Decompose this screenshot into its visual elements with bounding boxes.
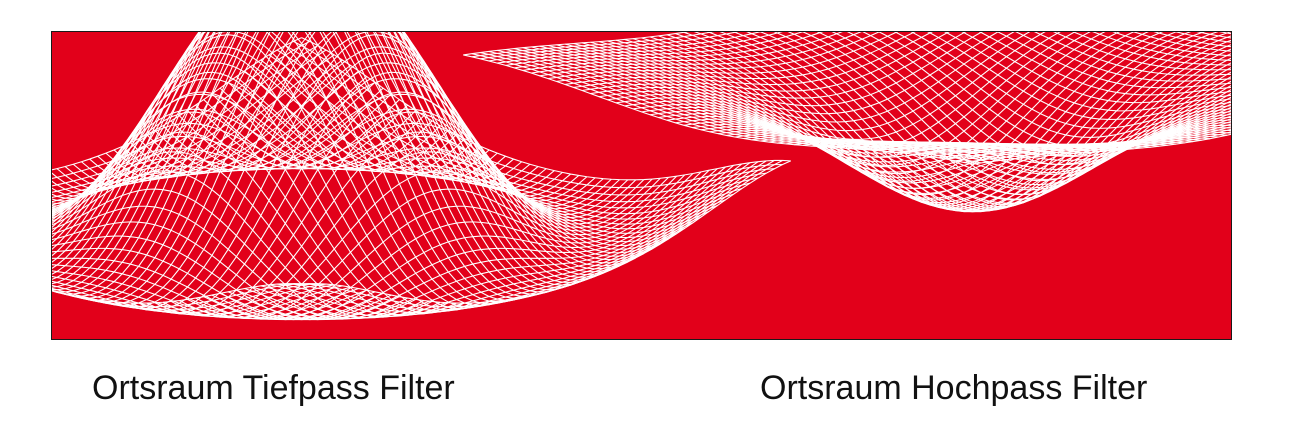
mesh-line <box>293 40 783 189</box>
mesh-line <box>1196 32 1231 39</box>
mesh-line <box>277 160 767 314</box>
mesh-line <box>52 205 408 320</box>
mesh-line <box>52 283 302 304</box>
mesh-line <box>488 50 999 162</box>
mesh-line <box>894 32 1231 138</box>
mesh-line <box>301 37 791 181</box>
mesh-line <box>846 32 1231 165</box>
mesh-line <box>276 49 767 203</box>
mesh-line <box>52 170 425 319</box>
mesh-line <box>89 32 579 288</box>
mesh-line <box>1033 32 1231 76</box>
mesh-line <box>52 280 343 317</box>
mesh-line <box>81 32 571 291</box>
mesh-line <box>480 52 990 163</box>
mesh-line <box>1072 32 1231 66</box>
mesh-line <box>927 32 1231 120</box>
mesh-line <box>52 283 310 308</box>
mesh-line <box>978 32 1231 96</box>
mesh-line <box>56 32 547 297</box>
mesh-line <box>632 32 1061 149</box>
mesh-line <box>113 32 604 281</box>
mesh-line <box>514 32 824 69</box>
mesh-line <box>211 93 702 243</box>
surface-plots <box>52 32 1231 321</box>
mesh-line <box>505 48 1015 160</box>
mesh-line <box>52 111 449 316</box>
mesh-line <box>52 221 400 320</box>
mesh-line <box>996 32 1231 89</box>
mesh-line <box>910 32 1231 129</box>
mesh-line <box>154 62 645 267</box>
highpass-caption: Ortsraum Hochpass Filter <box>760 369 1148 407</box>
mesh-line <box>52 32 539 299</box>
mesh-line <box>471 53 982 164</box>
mesh-line <box>1015 32 1231 82</box>
mesh-line <box>944 32 1231 112</box>
mesh-line <box>463 54 973 165</box>
mesh-line <box>219 87 710 239</box>
highpass-surface-mesh <box>463 32 1231 213</box>
mesh-line <box>52 270 359 320</box>
mesh-line <box>138 32 628 273</box>
mesh-line <box>1092 32 1231 61</box>
mesh-line <box>52 284 335 316</box>
mesh-line <box>129 32 620 276</box>
mesh-line <box>52 235 392 321</box>
mesh-line <box>162 78 653 264</box>
mesh-line <box>480 32 739 60</box>
mesh-line <box>514 48 1024 159</box>
mesh-line <box>52 71 465 314</box>
mesh-line <box>52 188 416 319</box>
mesh-line <box>52 32 498 308</box>
mesh-line <box>227 81 718 234</box>
mesh-line <box>170 93 661 261</box>
mesh-line <box>615 32 1031 132</box>
mesh-line <box>52 52 474 313</box>
mesh-line <box>227 168 718 321</box>
mesh-line <box>522 47 1032 158</box>
mesh-line <box>203 99 694 247</box>
mesh-line <box>285 45 775 196</box>
mesh-line <box>802 32 1231 189</box>
mesh-line <box>105 32 596 284</box>
mesh-line <box>52 32 531 301</box>
mesh-line <box>831 32 1231 174</box>
filter-surface-panel <box>51 31 1232 340</box>
mesh-line <box>52 264 367 320</box>
mesh-line <box>52 151 433 318</box>
mesh-line <box>1112 32 1231 57</box>
lowpass-caption: Ortsraum Tiefpass Filter <box>92 369 455 407</box>
mesh-line <box>497 49 1007 161</box>
mesh-line <box>709 32 1192 209</box>
mesh-line <box>961 32 1231 104</box>
mesh-line <box>52 247 384 321</box>
mesh-line <box>52 32 506 307</box>
mesh-line <box>64 32 555 295</box>
mesh-line <box>52 32 514 305</box>
mesh-line <box>146 91 637 315</box>
mesh-line <box>719 32 1219 213</box>
mesh-line <box>52 131 441 317</box>
mesh-line <box>52 257 376 321</box>
mesh-line <box>72 32 563 293</box>
mesh-line <box>1174 32 1231 43</box>
mesh-line <box>146 46 637 270</box>
mesh-line <box>52 275 351 319</box>
mesh-line <box>52 32 490 310</box>
mesh-line <box>1132 32 1231 52</box>
mesh-line <box>121 32 612 278</box>
mesh-line <box>52 283 327 314</box>
mesh-line <box>531 46 1041 157</box>
mesh-line <box>97 32 588 286</box>
mesh-line <box>1153 32 1231 48</box>
mesh-line <box>1052 32 1231 71</box>
mesh-line <box>52 104 408 221</box>
mesh-line <box>582 32 967 99</box>
lowpass-surface-mesh <box>52 32 791 321</box>
mesh-line <box>816 32 1231 182</box>
mesh-line <box>773 32 1231 201</box>
